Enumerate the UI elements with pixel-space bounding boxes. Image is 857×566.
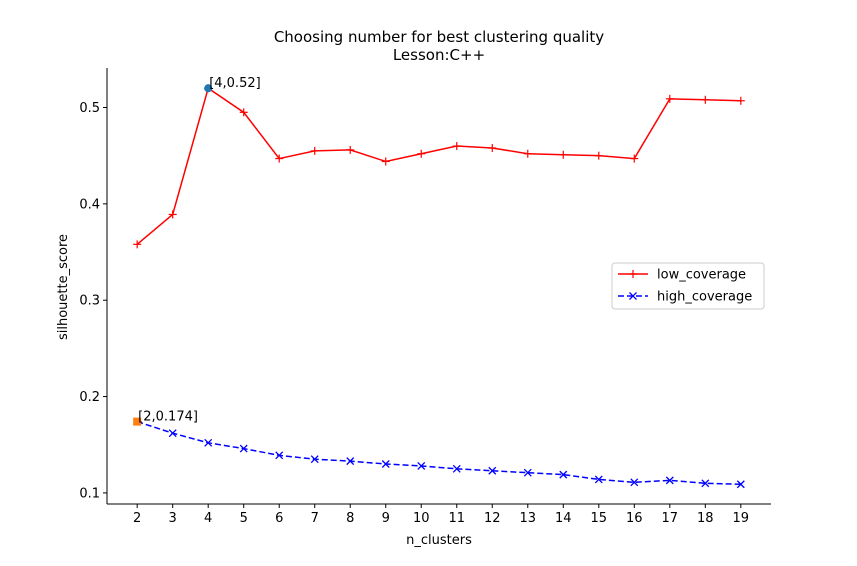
x-tick-label: 12 — [484, 511, 501, 526]
data-point — [204, 438, 213, 447]
data-point — [310, 146, 319, 155]
marker-stroke — [665, 476, 674, 485]
data-point — [523, 468, 532, 477]
series-low-coverage — [133, 84, 745, 249]
series-line — [136, 420, 741, 485]
data-point — [594, 151, 603, 160]
x-tick-label: 10 — [413, 511, 430, 526]
data-point — [488, 143, 497, 152]
annotation-label: [4,0.52] — [209, 76, 261, 91]
data-point — [381, 460, 390, 468]
legend-marker — [629, 270, 637, 278]
chart-subtitle: Lesson:C++ — [393, 46, 485, 64]
legend-marker — [629, 292, 637, 300]
x-tick-label: 14 — [555, 511, 572, 526]
marker-stroke — [346, 457, 355, 466]
data-point — [523, 149, 532, 158]
data-point — [701, 479, 710, 488]
legend-label: high_coverage — [657, 290, 752, 305]
y-tick-label: 0.1 — [79, 486, 100, 501]
x-tick-label: 4 — [204, 511, 212, 526]
marker-stroke — [275, 451, 284, 460]
y-tick-label: 0.2 — [79, 390, 100, 405]
annotation-label: [2,0.174] — [138, 410, 198, 425]
data-point — [168, 429, 177, 438]
x-tick-label: 15 — [591, 511, 608, 526]
data-point — [701, 95, 710, 104]
data-point — [630, 478, 639, 487]
x-tick-label: 6 — [275, 511, 283, 526]
marker-stroke — [594, 475, 603, 484]
marker-stroke — [381, 460, 390, 468]
marker-stroke — [523, 468, 532, 477]
data-point — [665, 476, 674, 485]
legend-entry: low_coverage — [618, 268, 746, 283]
legend: low_coverage high_coverage — [611, 262, 765, 310]
annotation-marker — [133, 417, 142, 426]
chart-title: Choosing number for best clustering qual… — [274, 28, 604, 46]
x-tick-label: 17 — [662, 511, 679, 526]
y-tick-label: 0.5 — [79, 101, 100, 116]
marker-stroke — [701, 479, 710, 488]
x-tick-label: 18 — [697, 511, 714, 526]
y-tick-label: 0.3 — [79, 294, 100, 309]
data-point — [275, 154, 284, 163]
data-point — [488, 466, 497, 475]
x-tick-label: 5 — [240, 511, 248, 526]
marker-stroke — [488, 466, 497, 475]
marker-stroke — [168, 429, 177, 438]
data-point — [417, 461, 426, 470]
x-tick-label: 19 — [733, 511, 750, 526]
legend-box — [611, 262, 765, 310]
x-tick-label: 13 — [519, 511, 536, 526]
data-point — [736, 480, 745, 489]
marker-stroke — [204, 438, 213, 447]
data-point — [452, 464, 461, 473]
marker-stroke — [559, 470, 568, 479]
data-point — [736, 96, 745, 105]
legend-label: low_coverage — [657, 268, 746, 283]
data-point — [452, 142, 461, 151]
data-point — [239, 108, 248, 117]
data-point — [630, 154, 639, 163]
data-point — [133, 240, 142, 249]
data-point — [168, 210, 177, 219]
marker-stroke — [452, 464, 461, 473]
marker-stroke — [629, 292, 637, 300]
data-point — [310, 455, 319, 464]
data-point — [275, 451, 284, 460]
marker-stroke — [630, 478, 639, 487]
data-point — [346, 457, 355, 466]
annotation-marker — [204, 84, 213, 93]
x-tick-label: 2 — [133, 511, 141, 526]
legend-entry: high_coverage — [618, 290, 752, 305]
x-tick-label: 7 — [311, 511, 319, 526]
data-point — [559, 150, 568, 159]
y-axis-label: silhouette_score — [56, 234, 71, 340]
data-point — [381, 157, 390, 166]
series-line — [136, 87, 741, 245]
marker-stroke — [310, 455, 319, 464]
data-point — [346, 145, 355, 154]
marker-stroke — [736, 480, 745, 489]
data-point — [559, 470, 568, 479]
marker-stroke — [417, 461, 426, 470]
data-point — [239, 444, 248, 453]
y-tick-label: 0.4 — [79, 197, 100, 212]
x-axis-label: n_clusters — [406, 533, 472, 548]
x-tick-label: 8 — [346, 511, 354, 526]
series-high-coverage — [133, 417, 745, 489]
axes: 2 3 4 5 6 7 8 9 10 11 12 13 14 15 16 17 18 19 0.1 0.2 0.3 0.4… — [79, 68, 771, 526]
x-tick-label: 9 — [382, 511, 390, 526]
x-tick-label: 3 — [169, 511, 177, 526]
x-tick-label: 11 — [448, 511, 465, 526]
x-tick-label: 16 — [626, 511, 643, 526]
plot-area: [4,0.52] [2,0.174] — [133, 76, 745, 489]
marker-stroke — [239, 444, 248, 453]
data-point — [417, 149, 426, 158]
data-point — [594, 475, 603, 484]
data-point — [665, 94, 674, 103]
